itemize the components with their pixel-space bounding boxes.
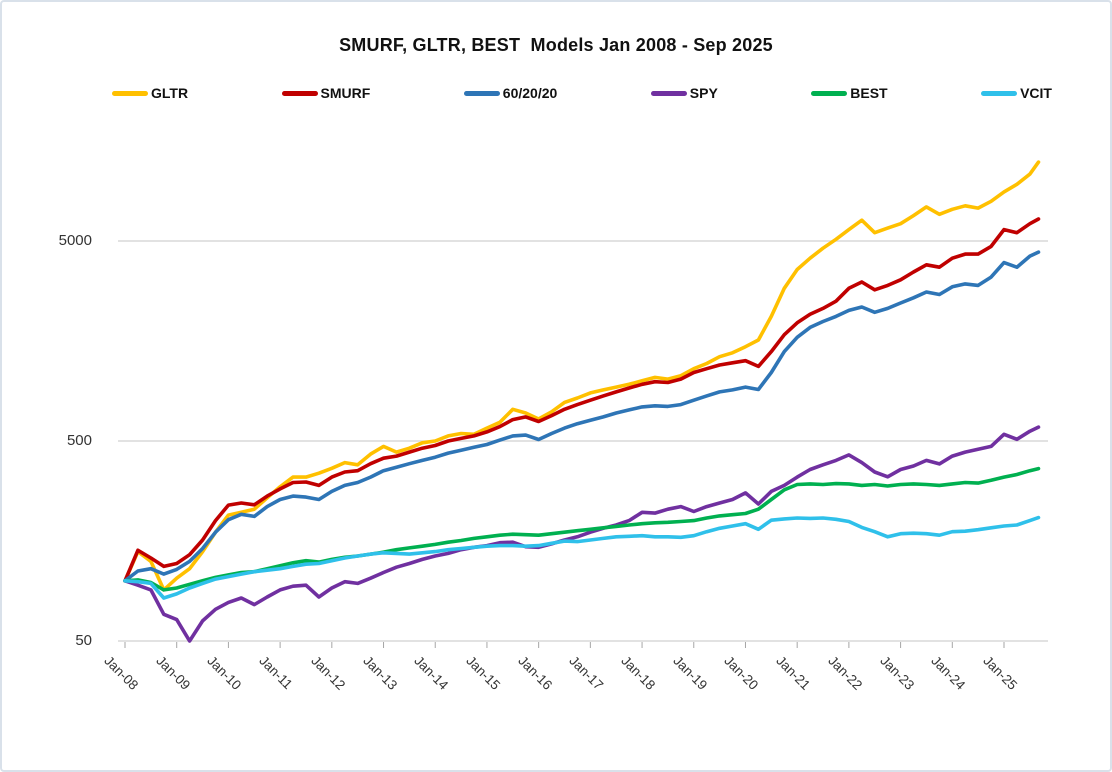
legend-swatch-vcit [981, 90, 1018, 96]
y-axis-label-50: 50 [75, 632, 92, 649]
legend-item-gltr: GLTR [112, 85, 188, 101]
legend-label-602020: 60/20/20 [502, 85, 558, 101]
series-line-spy [123, 425, 1041, 643]
legend-item-spy: SPY [650, 85, 718, 101]
legend-swatch-gltr [112, 90, 148, 96]
series-line-602020 [123, 250, 1041, 583]
legend-item-best: BEST [811, 85, 888, 101]
legend-swatch-spy [650, 90, 687, 96]
legend-label-best: BEST [850, 85, 888, 101]
series-line-vcit [123, 515, 1041, 600]
legend-label-gltr: GLTR [151, 85, 189, 101]
legend-swatch-smurf [281, 90, 318, 96]
series-line-best [123, 466, 1041, 592]
chart-title: SMURF, GLTR, BEST Models Jan 2008 - Sep … [339, 35, 773, 55]
series-line-gltr [123, 160, 1041, 592]
legend-item-602020: 60/20/20 [463, 85, 558, 101]
y-axis-label-5000: 5000 [58, 232, 92, 249]
legend-label-spy: SPY [689, 85, 718, 101]
legend-swatch-best [811, 90, 848, 96]
legend-swatch-602020 [463, 90, 500, 96]
legend-label-smurf: SMURF [320, 85, 371, 101]
y-axis-label-500: 500 [66, 432, 92, 449]
series-line-smurf [123, 217, 1041, 583]
legend-item-smurf: SMURF [281, 85, 371, 101]
legend-item-vcit: VCIT [981, 85, 1052, 101]
chart-legend: GLTR SMURF 60/20/20 SPY BEST VCIT [112, 85, 1052, 101]
legend-label-vcit: VCIT [1020, 85, 1052, 101]
